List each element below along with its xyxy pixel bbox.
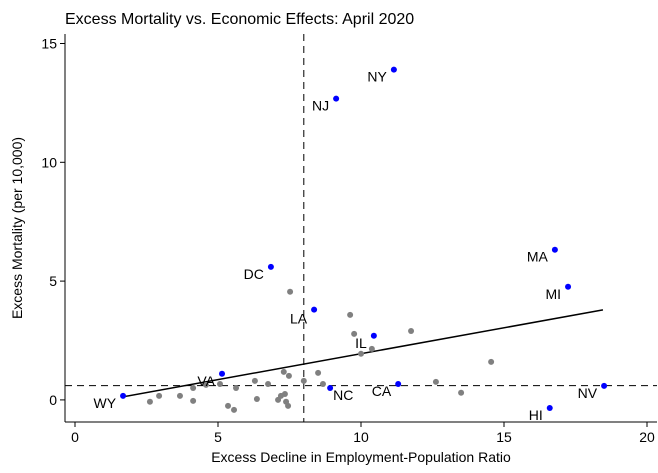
x-tick-label: 15 [496, 429, 512, 445]
point-label: MI [545, 286, 561, 302]
point [120, 392, 127, 399]
point-label: CA [372, 383, 392, 399]
y-tick-label: 0 [49, 392, 57, 408]
point [176, 392, 183, 399]
point [358, 350, 364, 357]
point [217, 380, 224, 387]
y-axis-label: Excess Mortality (per 10,000) [9, 137, 25, 319]
point [370, 332, 377, 339]
point [190, 385, 197, 392]
point-label: NV [578, 385, 598, 401]
point [225, 402, 232, 409]
point-label: NJ [312, 98, 329, 114]
point [351, 330, 358, 337]
point [368, 345, 375, 352]
point [319, 380, 326, 387]
point [251, 377, 258, 384]
point-label: NY [367, 69, 387, 85]
point [315, 369, 322, 376]
point [311, 306, 318, 313]
point [190, 397, 197, 404]
point [267, 263, 274, 270]
point-label: HI [529, 407, 543, 423]
point [347, 311, 354, 318]
point [287, 288, 294, 295]
point [219, 370, 226, 377]
point [408, 327, 415, 334]
point-label: VA [197, 373, 215, 389]
point [281, 390, 288, 397]
point [488, 358, 495, 365]
point [601, 382, 608, 389]
point [458, 389, 465, 396]
point [395, 380, 402, 387]
point [231, 406, 238, 413]
point [285, 372, 292, 379]
x-tick-label: 10 [353, 429, 369, 445]
y-tick-label: 15 [41, 36, 57, 52]
point [327, 385, 334, 392]
x-tick-label: 5 [214, 429, 222, 445]
x-axis-label: Excess Decline in Employment-Population … [211, 449, 511, 465]
point-label: MA [527, 249, 549, 265]
x-tick-label: 0 [71, 429, 79, 445]
point [146, 398, 153, 405]
point-label: LA [290, 311, 308, 327]
point [253, 395, 260, 402]
point [156, 392, 163, 399]
point-label: NC [333, 387, 353, 403]
y-tick-label: 5 [49, 273, 57, 289]
chart-title: Excess Mortality vs. Economic Effects: A… [65, 11, 414, 28]
x-tick-label: 20 [639, 429, 655, 445]
point [390, 66, 397, 73]
point [432, 378, 439, 385]
point-label: IL [355, 335, 367, 351]
point [565, 283, 572, 290]
point [233, 385, 240, 392]
point [280, 368, 287, 375]
point [551, 246, 558, 253]
point [300, 377, 307, 384]
point [546, 404, 553, 411]
point [265, 380, 272, 387]
point-label: WY [93, 395, 116, 411]
point [333, 95, 340, 102]
point-label: DC [244, 266, 264, 282]
y-tick-label: 10 [41, 154, 57, 170]
point [202, 381, 209, 388]
point [285, 402, 292, 409]
